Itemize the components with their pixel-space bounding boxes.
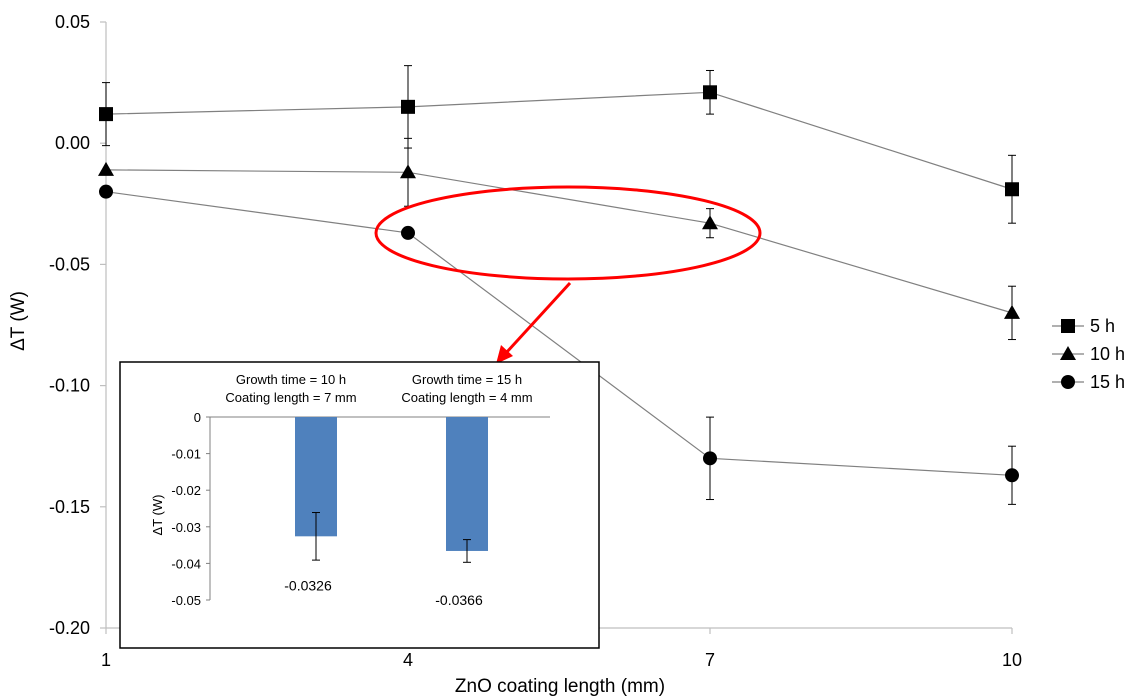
x-tick-label: 7 xyxy=(705,650,715,670)
inset-y-tick-label: -0.02 xyxy=(171,483,201,498)
data-point xyxy=(1005,182,1019,197)
inset-frame xyxy=(119,361,600,649)
data-point xyxy=(401,99,415,114)
x-tick-label: 4 xyxy=(403,650,413,670)
series-line xyxy=(105,169,1013,314)
inset-category-1-line1: Growth time = 10 h xyxy=(236,372,346,387)
highlight-ellipse xyxy=(374,185,762,281)
y-axis-title: ΔT (W) xyxy=(8,291,29,351)
y-tick-label: 0.00 xyxy=(55,133,90,153)
data-point xyxy=(99,184,113,199)
data-point xyxy=(703,85,717,100)
data-point xyxy=(400,164,416,179)
legend-item: 15 h xyxy=(1052,372,1125,392)
series-5-h xyxy=(99,65,1019,224)
legend: 5 h 10 h 15 h xyxy=(1052,316,1125,392)
legend-marker xyxy=(1060,346,1076,360)
inset-chart: 0 -0.01 -0.02 -0.03 -0.04 -0.05 -0.0326 -0.036… xyxy=(119,361,600,649)
data-point xyxy=(1004,304,1020,319)
inset-y-tick-label: -0.03 xyxy=(171,520,201,535)
series-15-h xyxy=(99,184,1019,505)
highlight-arrow-shaft xyxy=(504,281,572,355)
inset-data-label: -0.0326 xyxy=(284,577,332,593)
inset-category-2-line1: Growth time = 15 h xyxy=(412,372,522,387)
y-tick-label: -0.20 xyxy=(49,618,90,638)
legend-item: 10 h xyxy=(1052,344,1125,364)
inset-y-tick-label: -0.01 xyxy=(171,447,201,462)
legend-item: 5 h xyxy=(1052,316,1115,336)
inset-category-2-line2: Coating length = 4 mm xyxy=(401,390,532,405)
series-line xyxy=(105,91,1013,190)
inset-category-1-line2: Coating length = 7 mm xyxy=(225,390,356,405)
data-point xyxy=(1005,468,1019,483)
legend-marker xyxy=(1061,375,1075,389)
data-point xyxy=(401,225,415,240)
x-tick-label: 10 xyxy=(1002,650,1022,670)
inset-bar xyxy=(446,417,488,551)
x-axis-title: ZnO coating length (mm) xyxy=(455,676,665,697)
highlight-arrow-head xyxy=(496,345,513,364)
series-line xyxy=(105,191,1013,476)
inset-data-label: -0.0366 xyxy=(435,592,483,608)
main-tick-labels: 0.05 0.00 -0.05 -0.10 -0.15 -0.20 1 4 7 10 xyxy=(49,12,1022,670)
y-tick-label: -0.10 xyxy=(49,376,90,396)
legend-marker xyxy=(1061,319,1075,333)
series-10-h xyxy=(98,137,1020,341)
y-tick-label: -0.15 xyxy=(49,497,90,517)
inset-bars: -0.0326 -0.0366 xyxy=(284,417,488,608)
inset-y-tick-label: -0.04 xyxy=(171,556,201,571)
legend-label: 15 h xyxy=(1090,372,1125,392)
inset-axes: 0 -0.01 -0.02 -0.03 -0.04 -0.05 xyxy=(171,410,550,608)
data-point xyxy=(98,161,114,176)
y-tick-label: -0.05 xyxy=(49,254,90,274)
data-point xyxy=(99,107,113,122)
data-point xyxy=(702,215,718,230)
legend-label: 10 h xyxy=(1090,344,1125,364)
y-tick-label: 0.05 xyxy=(55,12,90,32)
main-series-layer xyxy=(98,65,1020,505)
x-tick-label: 1 xyxy=(101,650,111,670)
inset-y-axis-title: ΔT (W) xyxy=(150,495,165,536)
legend-label: 5 h xyxy=(1090,316,1115,336)
data-point xyxy=(703,451,717,466)
inset-y-tick-label: 0 xyxy=(194,410,201,425)
inset-y-tick-label: -0.05 xyxy=(171,593,201,608)
